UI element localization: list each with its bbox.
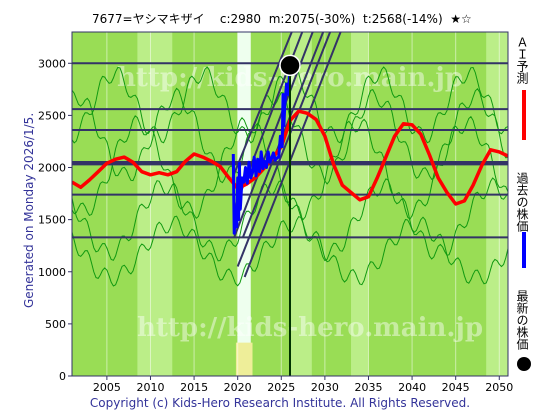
x-tick-label: 2030 [311,381,339,394]
shade-band [137,32,173,376]
y-tick-label: 1500 [38,214,66,227]
ticker-name: 7677=ヤシマキザイ [92,12,205,26]
mean-price: m:2075(-30%) [268,12,356,26]
legend-past-price: 過去の株価 [515,172,529,232]
shade-band [351,32,369,376]
watermark-bottom: http://kids-hero.main.jp [137,313,483,343]
x-tick-label: 2025 [267,381,295,394]
x-tick-label: 2045 [442,381,470,394]
current-price: c:2980 [219,12,262,26]
x-tick-label: 2035 [354,381,382,394]
past-price-line [231,65,292,235]
shade-band [235,342,253,376]
y-tick-label: 3000 [38,57,66,70]
y-tick-label: 1000 [38,266,66,279]
x-tick-label: 2005 [93,381,121,394]
x-axis-ticks: 2005 2010 2015 2020 2025 2030 2035 2040 2045 2050 [93,376,513,394]
x-tick-label: 2050 [485,381,513,394]
y-axis-ticks: 0 500 1000 1500 2000 2500 3000 [38,57,72,383]
copyright-footer: Copyright (c) Kids-Hero Research Institu… [89,396,471,410]
target-price: t:2568(-14%) [362,12,443,26]
generated-date-label: Generated on Monday 2026/1/5. [22,112,36,308]
chart-header: 7677=ヤシマキザイ c:2980 m:2075(-30%) t:2568(-… [92,10,472,27]
x-tick-label: 2010 [136,381,164,394]
x-tick-label: 2020 [224,381,252,394]
legend-latest-price-dot [517,357,531,371]
latest-price-dot [279,54,301,77]
trend-line [231,32,293,179]
y-tick-label: 500 [45,318,66,331]
legend-ai-forecast: ＡＩ予測 [515,36,529,84]
y-tick-label: 2500 [38,109,66,122]
latest-price-marker [279,54,301,77]
legend-past-price-swatch [522,232,526,268]
trend-line [243,32,342,278]
trend-line [236,32,332,267]
shade-band [237,32,251,376]
shade-band [486,32,508,376]
legend-ai-forecast-swatch [522,90,526,140]
x-tick-label: 2040 [398,381,426,394]
plot-frame [71,31,509,377]
legend-latest-price: 最新の株価 [515,290,529,350]
rating-stars: ★☆ [450,12,472,26]
y-tick-label: 2000 [38,162,66,175]
y-tick-label: 0 [59,370,66,383]
x-tick-label: 2015 [180,381,208,394]
